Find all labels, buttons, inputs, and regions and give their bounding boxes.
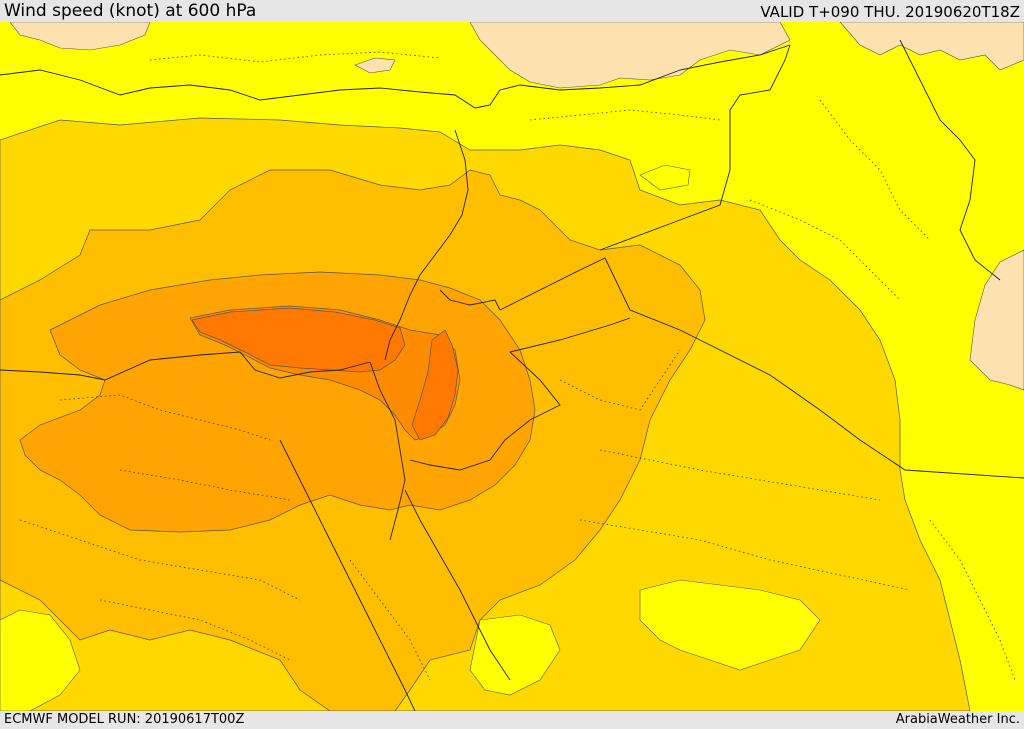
- map-title: Wind speed (knot) at 600 hPa: [4, 1, 257, 21]
- dotted-line-4: [559, 349, 681, 411]
- wind-level-2-island-south: [639, 579, 821, 671]
- low-wind-patch-north: [469, 22, 791, 89]
- low-wind-patch-northeast: [839, 22, 1024, 71]
- dotted-line-10: [529, 109, 721, 121]
- dotted-line-6: [579, 519, 911, 591]
- border-jordan-iraq: [499, 257, 1024, 479]
- dotted-line-9: [149, 51, 441, 63]
- border-saudi-jordan: [509, 317, 631, 353]
- wind-speed-map: [0, 22, 1024, 711]
- border-saudi-north: [409, 351, 561, 471]
- coastline-egypt: [0, 351, 371, 381]
- coastline-red-sea: [279, 439, 416, 711]
- wind-level-2-island-southwest: [0, 609, 81, 711]
- dotted-line-1: [59, 394, 271, 441]
- low-wind-patch-northwest: [9, 22, 151, 51]
- dotted-line-2: [119, 469, 291, 501]
- wind-level-2-island-southcenter: [469, 614, 561, 696]
- border-syria-iraq: [599, 44, 791, 251]
- wind-level-7: [191, 307, 406, 373]
- dotted-line-13: [929, 519, 1016, 681]
- map-borders: [0, 39, 1024, 711]
- low-wind-patch-east: [969, 249, 1024, 391]
- header-bar: Wind speed (knot) at 600 hPa VALID T+090…: [0, 0, 1024, 22]
- wind-level-2-island-mid: [639, 164, 691, 191]
- dotted-line-12: [349, 559, 431, 681]
- wind-level-7-core: [411, 329, 459, 441]
- low-wind-patch-small: [354, 57, 396, 74]
- border-israel: [439, 289, 501, 311]
- model-run: ECMWF MODEL RUN: 20190617T00Z: [4, 712, 245, 727]
- footer-bar: ECMWF MODEL RUN: 20190617T00Z ArabiaWeat…: [0, 711, 1024, 729]
- valid-time: VALID T+090 THU. 20190620T18Z: [760, 3, 1020, 21]
- coastline-north: [0, 44, 791, 109]
- internal-boundaries: [19, 51, 1016, 681]
- coastline-red-sea-east: [404, 489, 511, 681]
- credit: ArabiaWeather Inc.: [895, 712, 1020, 727]
- border-iraq-iran: [899, 39, 1001, 281]
- coastline-levant: [384, 129, 469, 361]
- coastline-sinai: [369, 361, 406, 541]
